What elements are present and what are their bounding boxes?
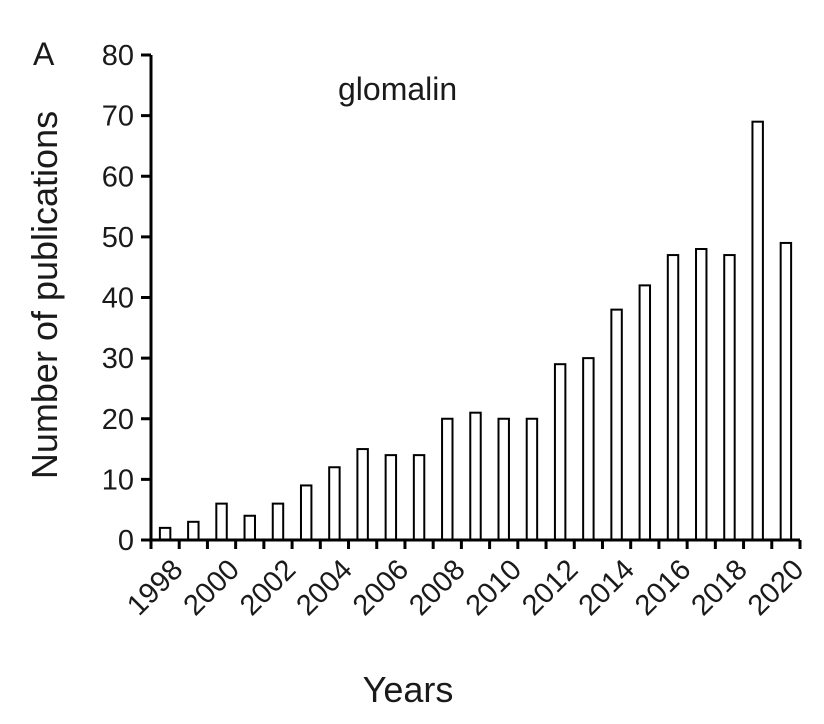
x-tick-label-2008: 2008 — [403, 554, 471, 622]
x-tick-label-2010: 2010 — [460, 554, 528, 622]
y-tick-label: 50 — [102, 222, 134, 254]
y-tick-label: 60 — [102, 161, 134, 193]
bars — [158, 120, 793, 541]
x-tick-label-1998: 1998 — [121, 554, 189, 622]
y-tick-label: 30 — [102, 343, 134, 375]
bar-2007 — [412, 454, 426, 541]
bar-2016 — [666, 254, 680, 541]
y-tick-label: 0 — [118, 525, 134, 557]
y-axis-ticks: 0 10 20 30 40 50 60 70 80 — [102, 40, 151, 557]
x-tick-label-2014: 2014 — [573, 554, 641, 622]
y-tick-label: 80 — [102, 40, 134, 72]
bar-2017 — [695, 248, 708, 541]
x-tick-label-2016: 2016 — [629, 554, 697, 622]
x-tick-label-2004: 2004 — [290, 554, 358, 622]
bar-2009 — [469, 411, 482, 541]
bar-2010 — [497, 417, 510, 541]
x-tick-label-2020: 2020 — [742, 554, 810, 622]
bar-2019 — [751, 120, 764, 541]
axes — [149, 55, 800, 542]
bar-2002 — [271, 502, 285, 541]
x-tick-label-2012: 2012 — [516, 554, 584, 622]
bar-1998 — [158, 526, 172, 541]
bar-2006 — [384, 454, 398, 541]
bar-2011 — [525, 417, 539, 541]
bar-2001 — [243, 514, 256, 541]
y-tick-label: 10 — [102, 464, 134, 496]
bar-2015 — [638, 284, 652, 541]
x-tick-label-2018: 2018 — [686, 554, 754, 622]
bar-2012 — [553, 363, 567, 541]
bar-2014 — [610, 308, 623, 541]
bar-2003 — [299, 484, 313, 541]
y-axis-label: Number of publications — [24, 111, 65, 479]
bar-2008 — [441, 417, 454, 541]
x-axis-label: Years — [363, 669, 454, 710]
bar-1999 — [187, 520, 200, 541]
bar-2020 — [779, 241, 793, 541]
bar-2004 — [328, 466, 341, 541]
y-tick-label: 20 — [102, 404, 134, 436]
chart-title: glomalin — [338, 71, 457, 107]
panel-label: A — [33, 36, 55, 72]
bar-2013 — [582, 357, 595, 541]
bar-2005 — [356, 448, 369, 541]
bar-2018 — [723, 254, 736, 541]
bar-2000 — [215, 502, 228, 541]
y-tick-label: 40 — [102, 283, 134, 315]
x-axis-ticks: 1998200020022004200620082010201220142016… — [121, 540, 810, 622]
x-tick-label-2006: 2006 — [347, 554, 415, 622]
y-tick-label: 70 — [102, 101, 134, 133]
x-tick-label-2002: 2002 — [234, 554, 302, 622]
x-tick-label-2000: 2000 — [178, 554, 246, 622]
